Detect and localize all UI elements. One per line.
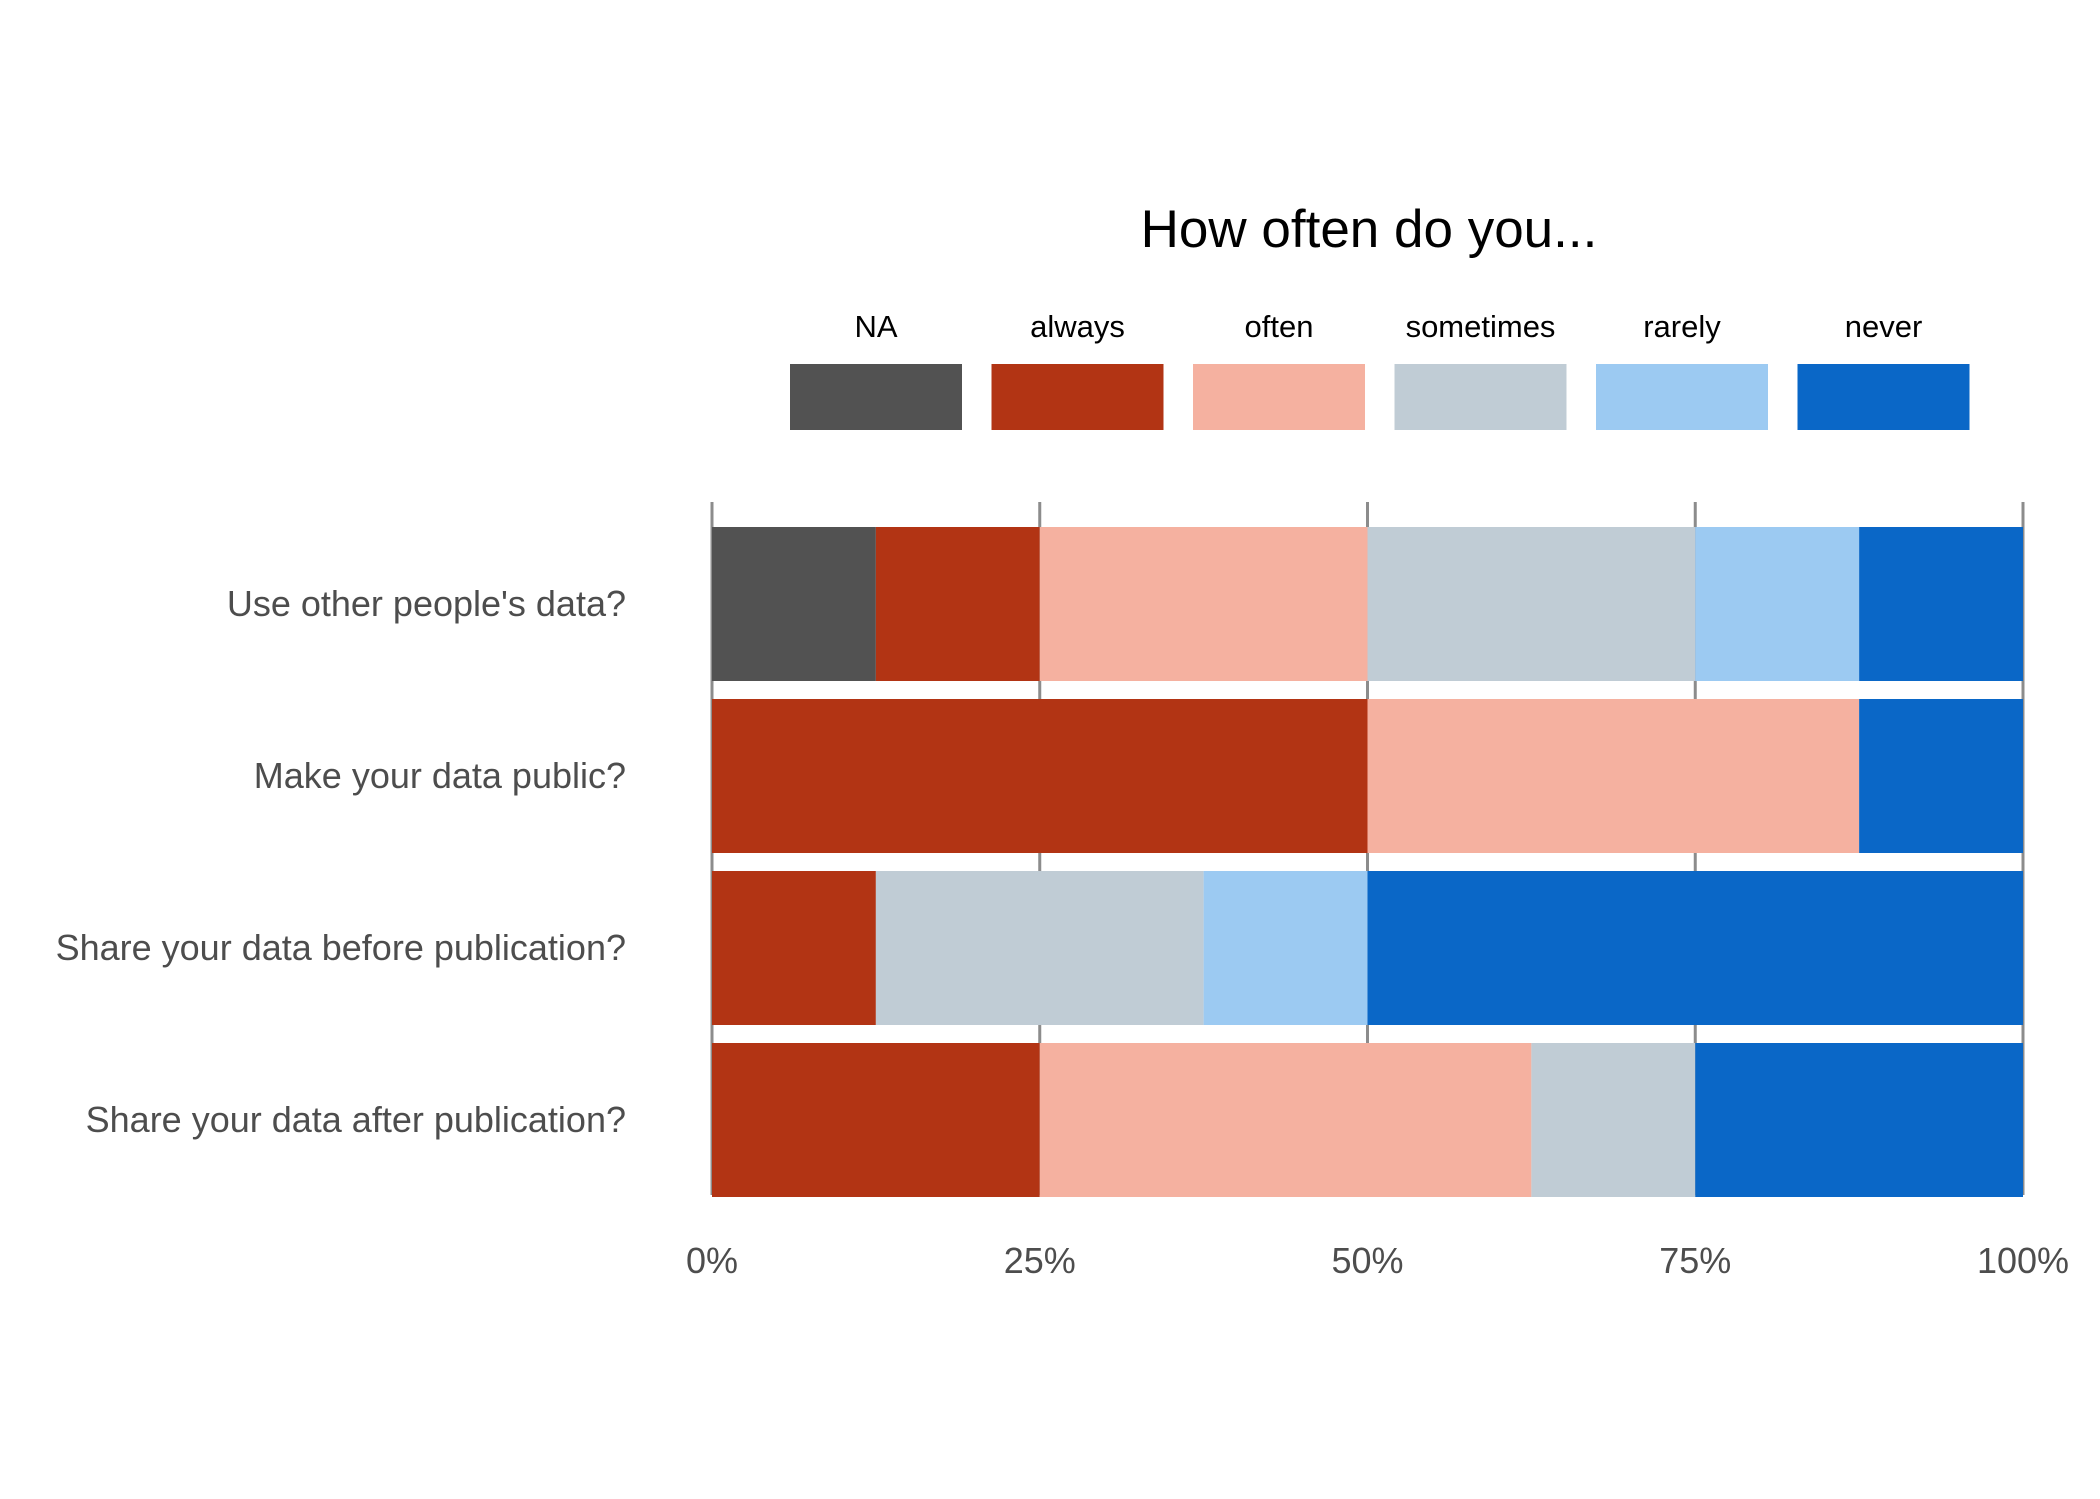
legend-label-rarely: rarely [1643,309,1721,344]
legend-swatch-never [1797,364,1970,430]
category-label: Share your data before publication? [56,927,626,968]
legend-swatch-often [1193,364,1365,430]
category-label: Use other people's data? [227,583,626,624]
bar-never-row-1 [1859,527,2023,681]
legend-label-often: often [1245,309,1314,344]
bar-always-row-2 [712,699,1368,853]
legend-swatch-always [991,364,1164,430]
legend-label-never: never [1845,309,1923,344]
category-label: Make your data public? [254,755,626,796]
category-labels: Use other people's data? Make your data p… [56,583,626,1140]
x-tick-label: 50% [1331,1240,1403,1281]
x-axis-tick-labels: 0% 25% 50% 75% 100% [686,1240,2069,1281]
legend-label-sometimes: sometimes [1406,309,1556,344]
legend-swatch-na [790,364,962,430]
bar-never-row-3 [1367,871,2023,1025]
bar-sometimes-row-1 [1367,527,1696,681]
legend: NA always often sometimes rarely never [790,309,1970,430]
bar-rarely-row-3 [1203,871,1368,1025]
legend-swatch-rarely [1596,364,1768,430]
bar-often-row-1 [1039,527,1368,681]
bar-na-row-1 [712,527,876,681]
legend-label-always: always [1030,309,1125,344]
legend-label-na: NA [854,309,897,344]
x-tick-label: 100% [1977,1240,2069,1281]
bar-always-row-1 [875,527,1040,681]
x-tick-label: 0% [686,1240,738,1281]
bar-always-row-3 [712,871,876,1025]
bar-sometimes-row-4 [1531,1043,1696,1197]
legend-swatch-sometimes [1394,364,1567,430]
category-label: Share your data after publication? [86,1099,626,1140]
bar-often-row-2 [1367,699,1860,853]
bars [712,527,2023,1197]
bar-sometimes-row-3 [875,871,1204,1025]
bar-never-row-4 [1695,1043,2023,1197]
x-tick-label: 25% [1004,1240,1076,1281]
bar-often-row-4 [1039,1043,1532,1197]
x-tick-label: 75% [1659,1240,1731,1281]
bar-never-row-2 [1859,699,2023,853]
bar-rarely-row-1 [1695,527,1860,681]
chart-title: How often do you... [1141,200,1598,259]
bar-always-row-4 [712,1043,1040,1197]
